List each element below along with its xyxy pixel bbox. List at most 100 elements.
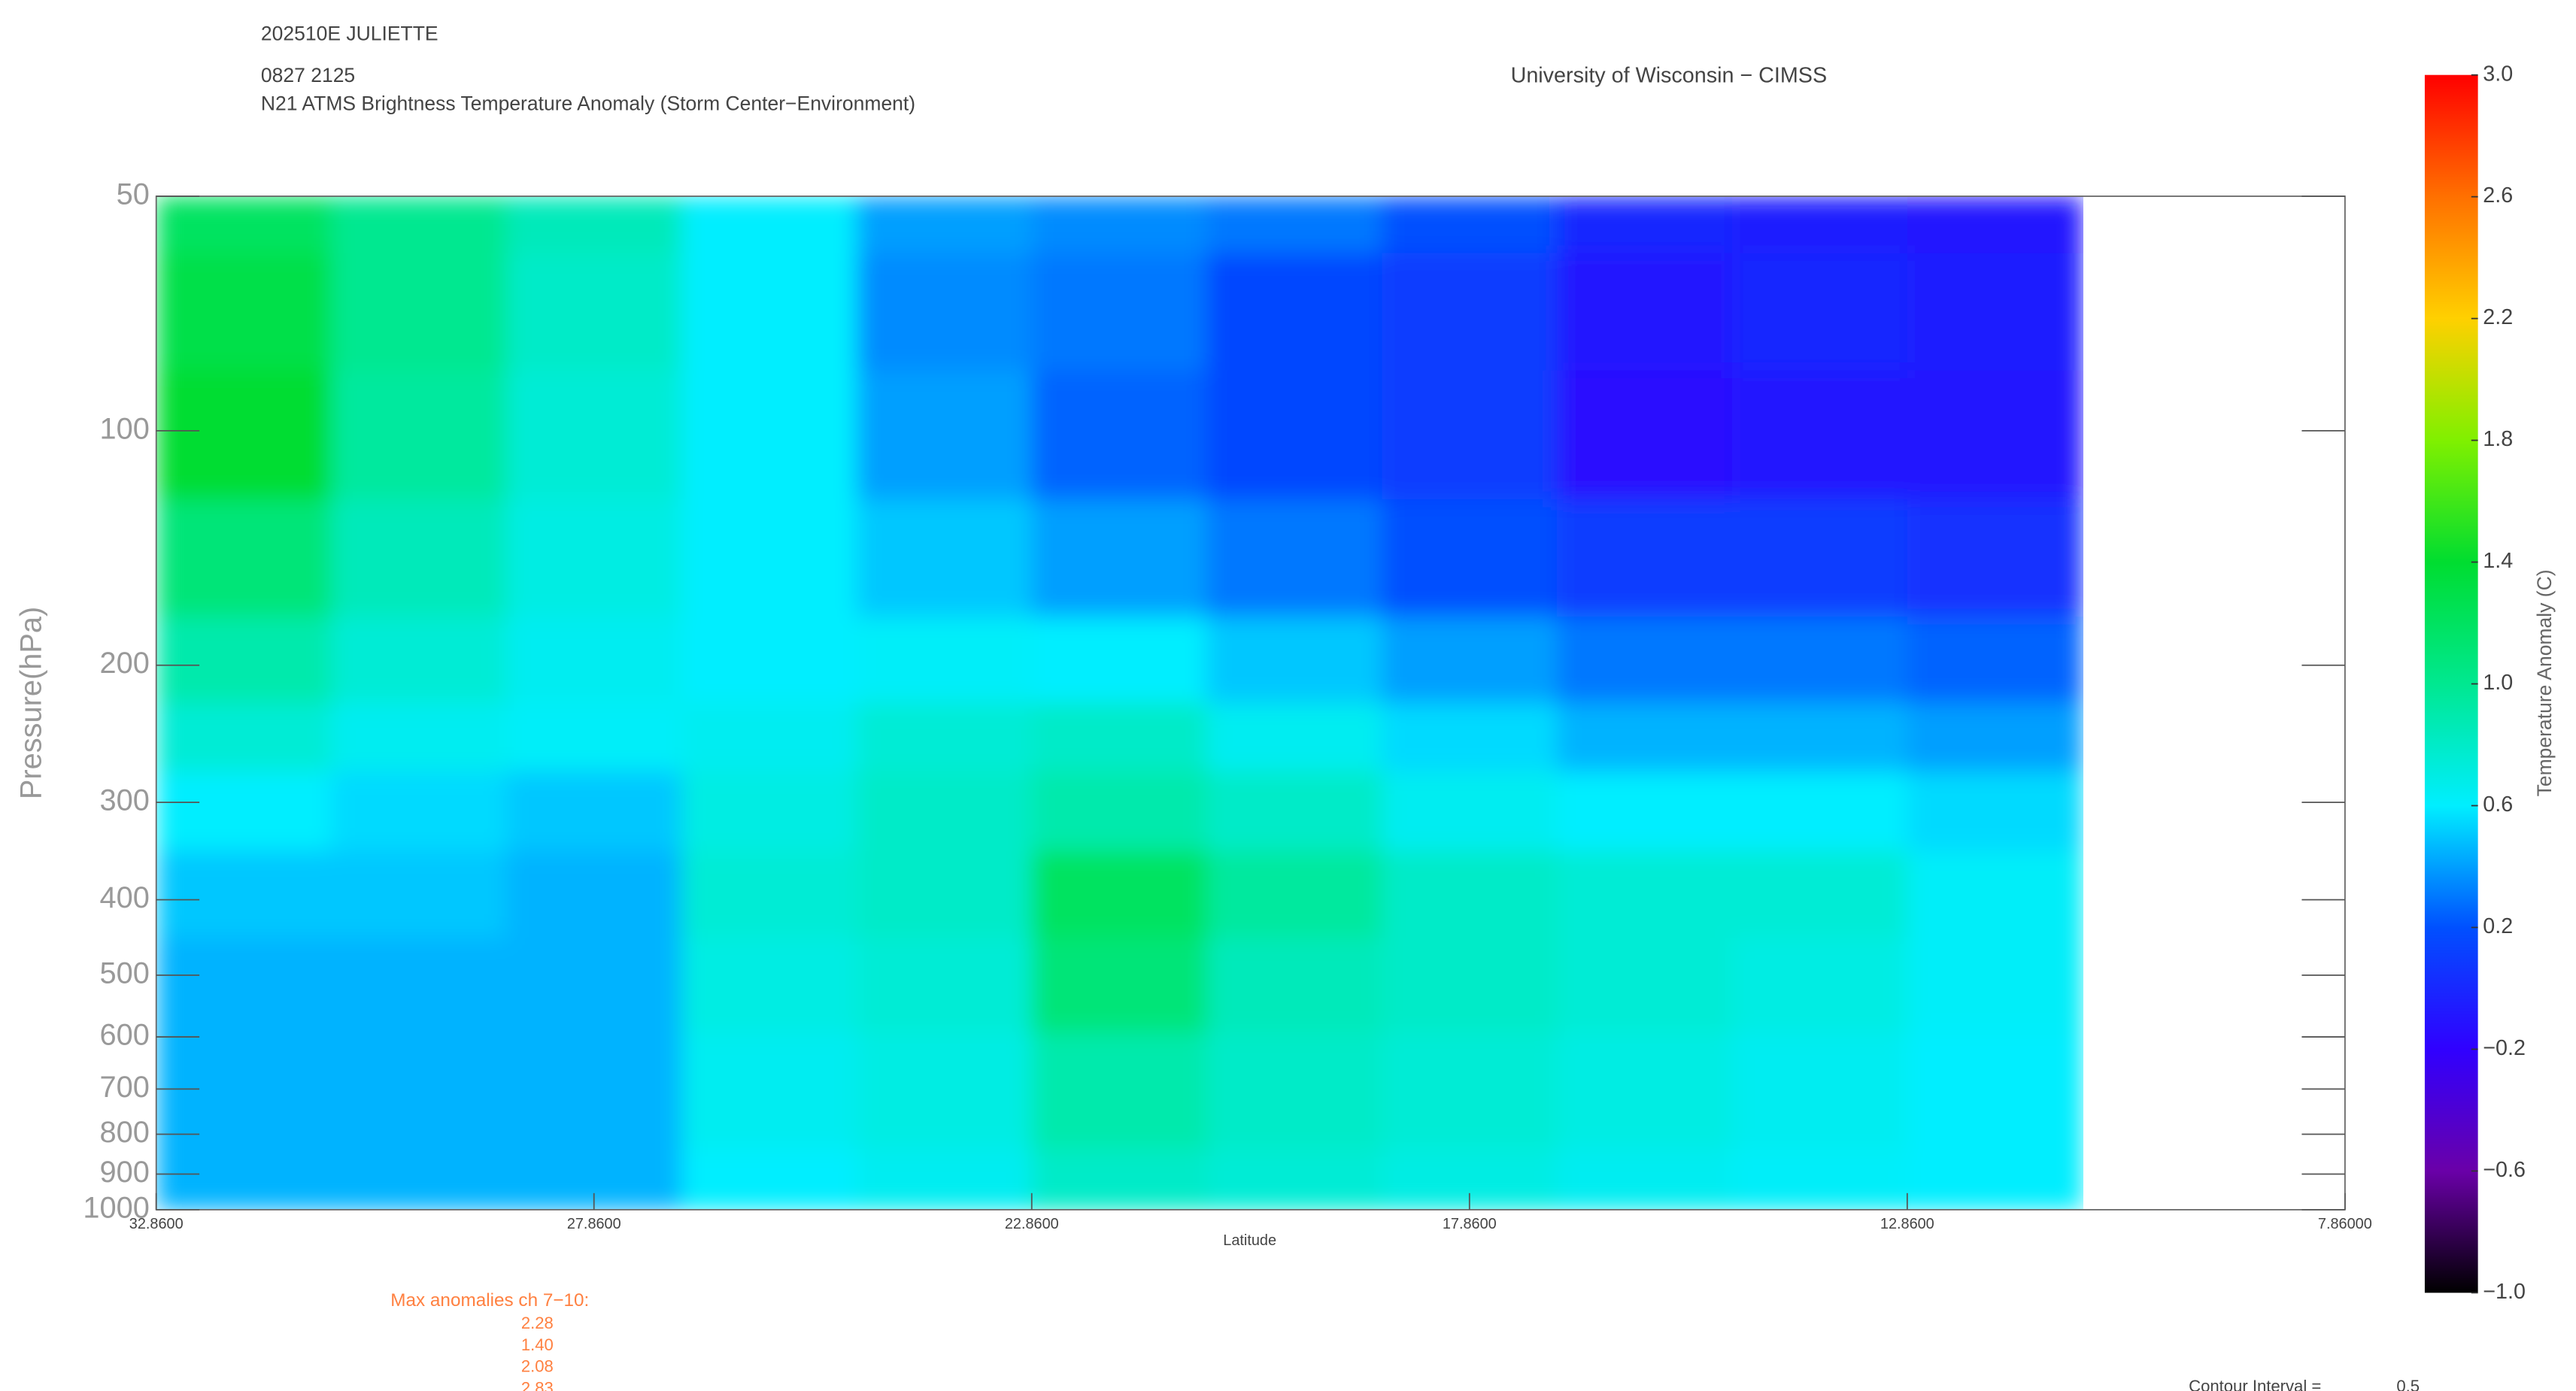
contour-cell xyxy=(1732,195,1908,254)
contour-interval-label: Contour Interval = xyxy=(2189,1377,2321,1391)
contour-cell xyxy=(1206,1149,1383,1210)
contour-cell xyxy=(1031,370,1208,501)
contour-cell xyxy=(1382,617,1558,705)
contour-cell xyxy=(1031,617,1208,705)
contour-cell xyxy=(1907,195,2083,254)
contour-cell xyxy=(1732,771,1908,853)
colorbar-label: Temperature Anomaly (C) xyxy=(2533,569,2556,796)
contour-cell xyxy=(156,370,332,501)
contour-cell xyxy=(1732,937,1908,1033)
colorbar-tick-label: −0.6 xyxy=(2483,1158,2526,1182)
y-tick-label: 500 xyxy=(100,957,150,990)
contour-cell xyxy=(331,937,508,1033)
x-tick-label: 32.8600 xyxy=(129,1216,184,1232)
colorbar-tick-label: −0.2 xyxy=(2483,1036,2526,1060)
contour-cell xyxy=(681,702,858,773)
contour-cell xyxy=(1557,370,1734,501)
max-anomaly-value: 1.40 xyxy=(521,1335,554,1354)
contour-cell xyxy=(856,850,1033,938)
contour-cell xyxy=(156,195,332,254)
colorbar-tick-label: 0.2 xyxy=(2483,914,2513,938)
contour-cell xyxy=(1206,499,1383,618)
contour-cell xyxy=(1907,1032,2083,1150)
contour-cell xyxy=(1206,937,1383,1033)
x-axis-label: Latitude xyxy=(1223,1232,1276,1249)
y-tick-label: 100 xyxy=(100,412,150,445)
colorbar-tick-label: 0.6 xyxy=(2483,792,2513,817)
contour-cell xyxy=(156,617,332,705)
contour-cell xyxy=(506,370,683,501)
x-tick-label: 17.8600 xyxy=(1443,1216,1497,1232)
contour-cell xyxy=(1031,937,1208,1033)
max-anomaly-value: 2.08 xyxy=(521,1357,554,1376)
contour-cell xyxy=(856,1032,1033,1150)
contour-cell xyxy=(1732,370,1908,501)
chart-title: N21 ATMS Brightness Temperature Anomaly … xyxy=(261,92,915,114)
contour-cell xyxy=(506,702,683,773)
contour-cell xyxy=(331,1032,508,1150)
contour-cell xyxy=(1382,499,1558,618)
contour-cell xyxy=(856,499,1033,618)
contour-cell xyxy=(1907,850,2083,938)
contour-cell xyxy=(156,850,332,938)
contour-cell xyxy=(156,499,332,618)
contour-cell xyxy=(331,1149,508,1210)
y-tick-label: 400 xyxy=(100,881,150,914)
contour-cell xyxy=(1382,195,1558,254)
colorbar-tick-label: 1.8 xyxy=(2483,427,2513,451)
contour-cell xyxy=(506,195,683,254)
contour-cell xyxy=(1907,1149,2083,1210)
contour-cell xyxy=(1031,195,1208,254)
contour-cell xyxy=(1732,617,1908,705)
colorbar-tick-label: 2.6 xyxy=(2483,183,2513,208)
contour-cell xyxy=(331,771,508,853)
contour-cell xyxy=(506,617,683,705)
colorbar-tick-label: 2.2 xyxy=(2483,305,2513,329)
contour-cell xyxy=(331,850,508,938)
contour-cell xyxy=(1382,370,1558,501)
contour-cell xyxy=(156,1149,332,1210)
contour-cell xyxy=(1206,702,1383,773)
contour-cell xyxy=(681,499,858,618)
contour-cell xyxy=(1557,1032,1734,1150)
x-tick-label: 7.86000 xyxy=(2318,1216,2372,1232)
y-tick-label: 600 xyxy=(100,1019,150,1052)
contour-cell xyxy=(856,617,1033,705)
contour-cell xyxy=(681,253,858,371)
colorbar-tick-label: 3.0 xyxy=(2483,62,2513,86)
contour-cell xyxy=(1557,937,1734,1033)
contour-cell xyxy=(1732,702,1908,773)
contour-cell xyxy=(1557,702,1734,773)
credit: University of Wisconsin − CIMSS xyxy=(1511,63,1828,87)
contour-cell xyxy=(1031,850,1208,938)
contour-cell xyxy=(1206,771,1383,853)
max-anomaly-value: 2.83 xyxy=(521,1378,554,1391)
y-tick-label: 300 xyxy=(100,784,150,817)
contour-cell xyxy=(506,850,683,938)
contour-cell xyxy=(681,1032,858,1150)
contour-field xyxy=(156,195,2083,1210)
y-tick-label: 50 xyxy=(117,177,150,211)
contour-cell xyxy=(856,937,1033,1033)
contour-cell xyxy=(1031,1149,1208,1210)
contour-cell xyxy=(331,499,508,618)
contour-cell xyxy=(1382,850,1558,938)
contour-cell xyxy=(1907,937,2083,1033)
contour-cell xyxy=(156,1032,332,1150)
contour-cell xyxy=(506,1032,683,1150)
contour-cell xyxy=(331,617,508,705)
contour-cell xyxy=(506,771,683,853)
y-tick-label: 700 xyxy=(100,1071,150,1104)
contour-cell xyxy=(681,195,858,254)
contour-cell xyxy=(681,617,858,705)
contour-cell xyxy=(1557,617,1734,705)
contour-cell xyxy=(681,937,858,1033)
contour-cell xyxy=(1732,1032,1908,1150)
contour-cell xyxy=(156,702,332,773)
contour-cell xyxy=(1907,617,2083,705)
contour-cell xyxy=(1557,771,1734,853)
contour-cell xyxy=(1031,253,1208,371)
contour-cell xyxy=(1382,702,1558,773)
x-tick-label: 27.8600 xyxy=(567,1216,621,1232)
